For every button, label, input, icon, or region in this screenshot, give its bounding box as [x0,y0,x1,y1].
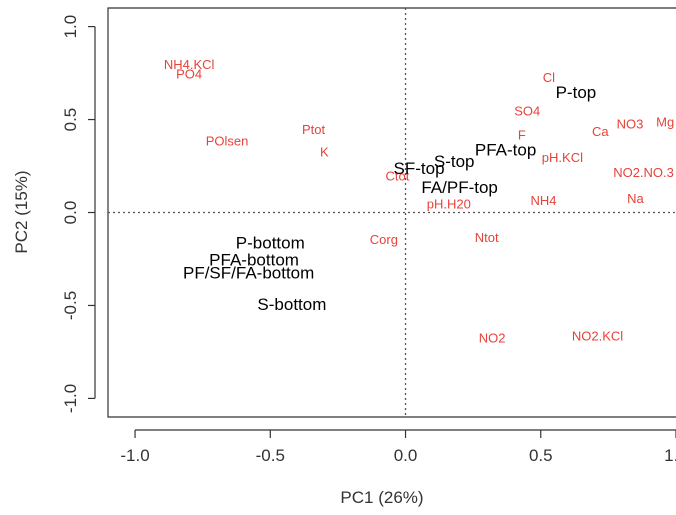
variable-label: POlsen [206,133,249,148]
observation-label: SF-top [394,159,445,178]
x-tick-label: 0.0 [394,446,418,465]
x-axis: -1.0 -0.5 0.0 0.5 1.0 [120,429,676,465]
x-tick-label: 0.5 [529,446,553,465]
observation-label: P-bottom [236,234,305,253]
variable-label: NH4 [530,193,556,208]
observation-label: PFA-bottom [209,250,299,269]
y-tick-label: 1.0 [61,15,80,39]
y-tick-label: -0.5 [61,291,80,320]
variable-label: SO4 [514,104,540,119]
variable-label: NO2.NO.3 [613,165,674,180]
y-tick-label: 0.5 [61,108,80,132]
variable-label: NO2 [479,330,506,345]
variable-label: Mg [656,115,674,130]
y-tick-label: -1.0 [61,384,80,413]
variable-label: Na [627,191,644,206]
variable-label: NO3 [617,117,644,132]
y-axis-label: PC2 (15%) [12,170,31,253]
variable-label: Ca [592,124,609,139]
x-axis-label: PC1 (26%) [340,488,423,507]
variable-label: NO2.KCl [572,328,623,343]
variable-label: Cl [543,70,555,85]
x-tick-label: -1.0 [120,446,149,465]
variable-label: pH.H20 [427,197,471,212]
observation-label: S-bottom [257,295,326,314]
reference-lines [108,8,676,417]
observation-label: FA/PF-top [421,178,498,197]
variable-label: Ntot [475,230,499,245]
x-tick-label: -0.5 [256,446,285,465]
observation-label: PFA-top [475,141,536,160]
variable-label: Ptot [302,122,326,137]
variable-label: F [518,128,526,143]
variable-label: Ctot [385,169,409,184]
observation-label: P-top [556,83,597,102]
y-axis: -1.0 -0.5 0.0 0.5 1.0 [61,15,96,413]
observation-label: S-top [434,152,475,171]
variable-label: K [320,144,329,159]
variable-label: pH.KCl [542,150,583,165]
x-tick-label: 1.0 [664,446,676,465]
variable-label: Corg [370,232,398,247]
variable-label: PO4 [176,66,202,81]
observation-label: PF/SF/FA-bottom [183,263,314,282]
y-tick-label: 0.0 [61,201,80,225]
variable-label: NH4.KCl [164,57,215,72]
